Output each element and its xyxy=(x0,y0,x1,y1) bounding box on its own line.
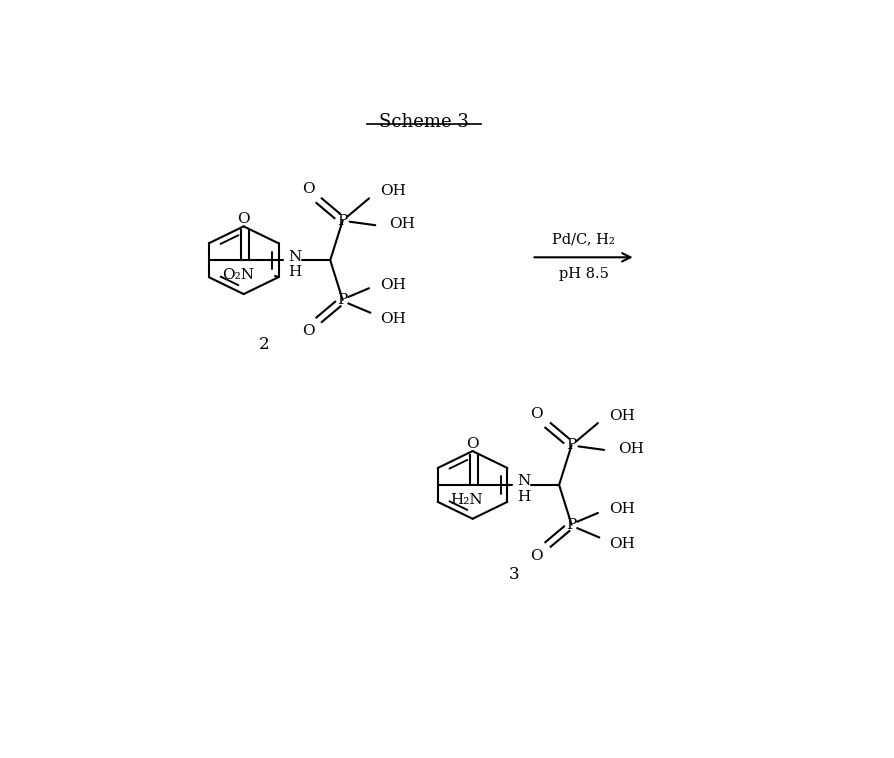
Text: N: N xyxy=(288,249,300,264)
Text: P: P xyxy=(566,518,576,531)
Text: Pd/C, H₂: Pd/C, H₂ xyxy=(552,233,614,247)
Text: Scheme 3: Scheme 3 xyxy=(379,113,468,131)
Text: H: H xyxy=(288,265,300,279)
Text: O₂N: O₂N xyxy=(222,268,254,283)
Text: OH: OH xyxy=(380,312,406,326)
Text: P: P xyxy=(566,438,576,453)
Text: O: O xyxy=(530,549,543,563)
Text: H: H xyxy=(516,490,529,503)
Text: N: N xyxy=(516,475,529,488)
Text: OH: OH xyxy=(389,217,415,231)
Text: O: O xyxy=(301,182,314,196)
Text: P: P xyxy=(337,293,348,307)
Text: O: O xyxy=(237,212,249,227)
Text: OH: OH xyxy=(380,184,406,199)
Text: OH: OH xyxy=(618,442,643,456)
Text: OH: OH xyxy=(608,409,634,423)
Text: H₂N: H₂N xyxy=(450,493,483,507)
Text: OH: OH xyxy=(608,503,634,516)
Text: OH: OH xyxy=(608,537,634,551)
Text: O: O xyxy=(466,437,478,451)
Text: O: O xyxy=(530,407,543,421)
Text: 2: 2 xyxy=(259,337,269,353)
Text: 3: 3 xyxy=(509,565,519,583)
Text: P: P xyxy=(337,214,348,227)
Text: O: O xyxy=(301,324,314,338)
Text: pH 8.5: pH 8.5 xyxy=(558,267,608,280)
Text: OH: OH xyxy=(380,277,406,292)
